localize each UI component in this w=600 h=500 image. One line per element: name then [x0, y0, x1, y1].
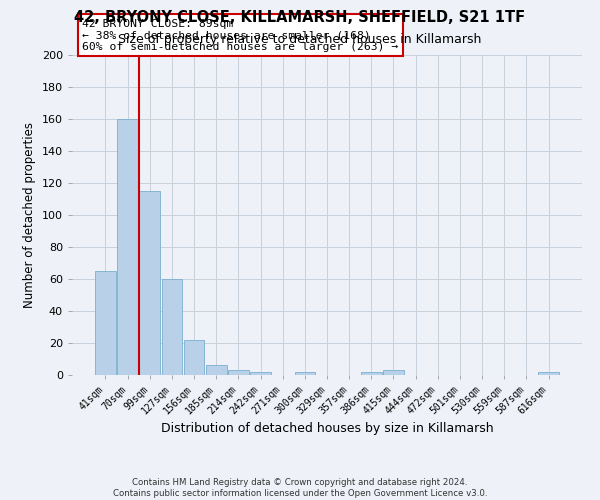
Bar	[184, 340, 205, 375]
Bar	[118, 119, 138, 375]
Bar	[538, 372, 559, 375]
Bar	[361, 372, 382, 375]
Text: 42, BRYONY CLOSE, KILLAMARSH, SHEFFIELD, S21 1TF: 42, BRYONY CLOSE, KILLAMARSH, SHEFFIELD,…	[74, 10, 526, 25]
Bar	[161, 279, 182, 375]
Bar	[295, 372, 315, 375]
Bar	[139, 191, 160, 375]
Bar	[206, 366, 227, 375]
Bar	[250, 372, 271, 375]
Text: Size of property relative to detached houses in Killamarsh: Size of property relative to detached ho…	[118, 32, 482, 46]
Bar	[228, 370, 248, 375]
Bar	[95, 271, 116, 375]
X-axis label: Distribution of detached houses by size in Killamarsh: Distribution of detached houses by size …	[161, 422, 493, 434]
Bar	[383, 370, 404, 375]
Y-axis label: Number of detached properties: Number of detached properties	[23, 122, 36, 308]
Text: Contains HM Land Registry data © Crown copyright and database right 2024.
Contai: Contains HM Land Registry data © Crown c…	[113, 478, 487, 498]
Text: 42 BRYONY CLOSE: 89sqm
← 38% of detached houses are smaller (168)
60% of semi-de: 42 BRYONY CLOSE: 89sqm ← 38% of detached…	[82, 18, 398, 52]
